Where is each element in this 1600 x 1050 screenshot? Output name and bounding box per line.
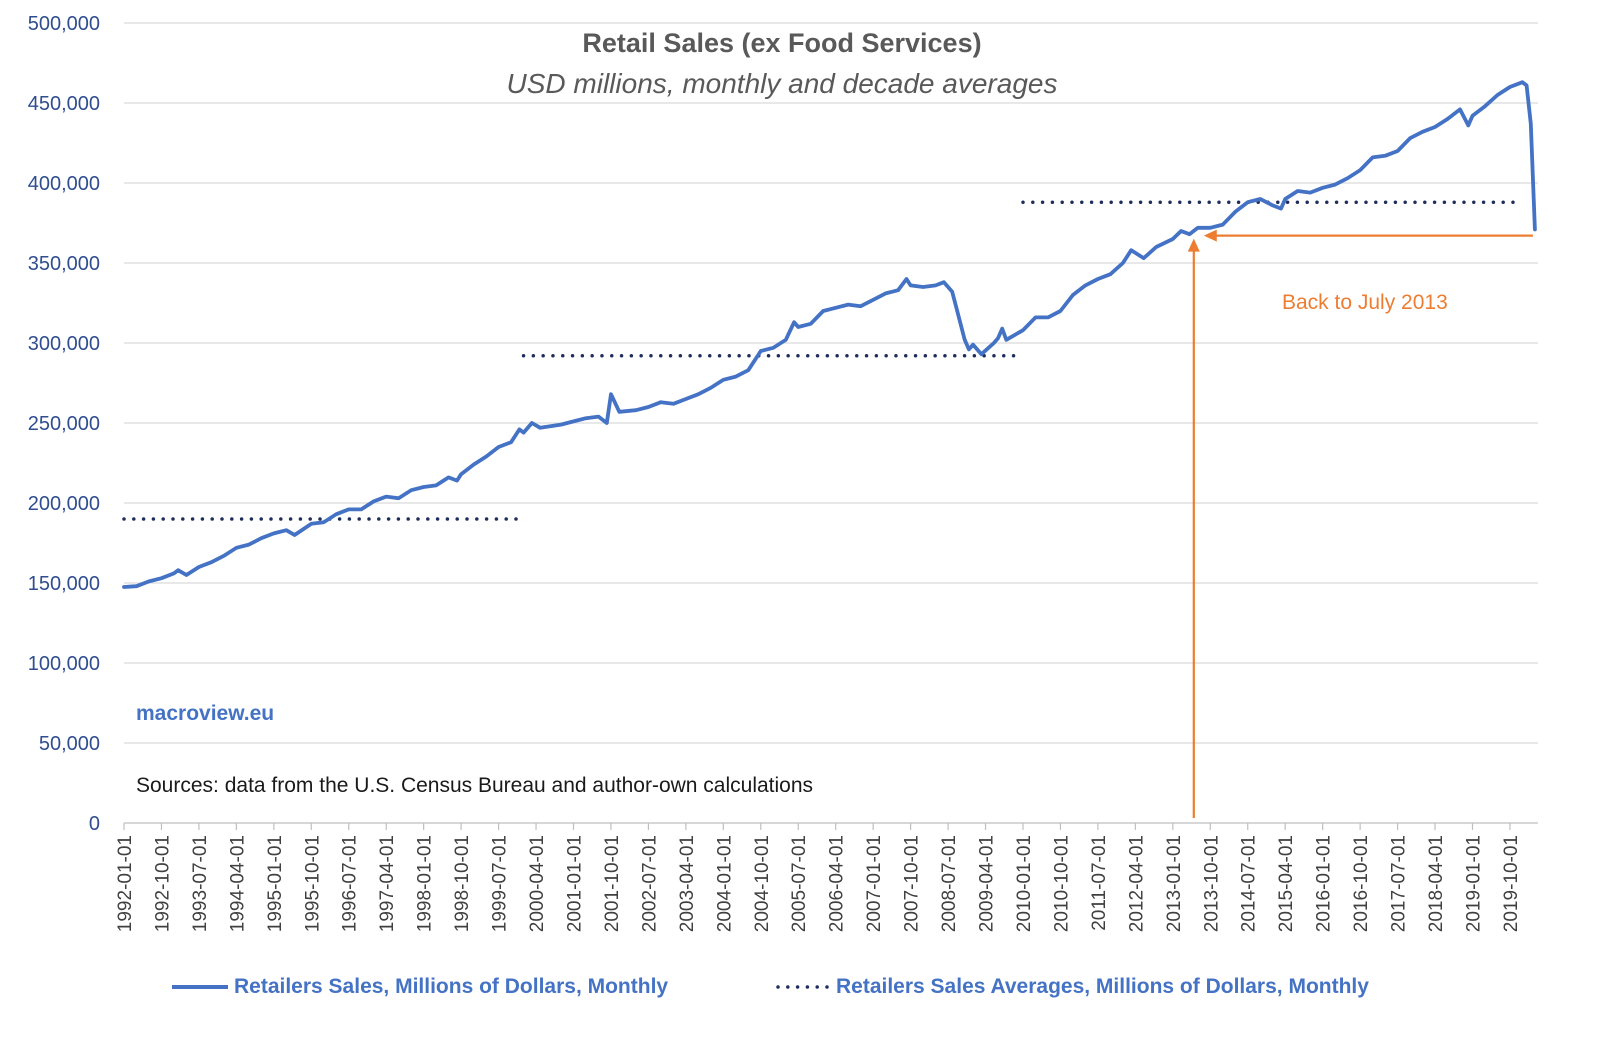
arrowhead-left-icon [1203, 229, 1217, 242]
x-tick-label: 2003-04-01 [677, 835, 698, 932]
y-tick-label: 100,000 [28, 653, 100, 675]
y-tick-label: 200,000 [28, 493, 100, 515]
x-tick-label: 2008-07-01 [939, 835, 960, 932]
x-tick-label: 1993-07-01 [190, 835, 211, 932]
x-tick-label: 1992-10-01 [152, 835, 173, 932]
x-tick-label: 2006-04-01 [827, 835, 848, 932]
source-note: Sources: data from the U.S. Census Burea… [136, 774, 814, 797]
x-tick-label: 2016-01-01 [1314, 835, 1335, 932]
x-tick-label: 2001-01-01 [564, 835, 585, 932]
y-tick-label: 250,000 [28, 413, 100, 435]
x-tick-label: 2010-10-01 [1051, 835, 1072, 932]
x-tick-label: 1997-04-01 [377, 835, 398, 932]
x-tick-label: 2001-10-01 [602, 835, 623, 932]
legend-label: Retailers Sales Averages, Millions of Do… [836, 975, 1369, 998]
x-tick-label: 2005-07-01 [789, 835, 810, 932]
x-tick-label: 2015-04-01 [1276, 835, 1297, 932]
x-tick-label: 1999-07-01 [490, 835, 511, 932]
annotation-label: Back to July 2013 [1282, 291, 1448, 314]
x-tick-label: 1995-01-01 [265, 835, 286, 932]
y-tick-label: 450,000 [28, 93, 100, 115]
x-tick-label: 1996-07-01 [340, 835, 361, 932]
y-tick-label: 300,000 [28, 333, 100, 355]
x-tick-label: 2007-10-01 [902, 835, 923, 932]
y-tick-label: 50,000 [39, 733, 100, 755]
x-tick-label: 2002-07-01 [639, 835, 660, 932]
chart-subtitle: USD millions, monthly and decade average… [506, 68, 1058, 99]
x-tick-label: 1992-01-01 [115, 835, 136, 932]
x-tick-label: 2019-01-01 [1463, 835, 1484, 932]
y-tick-label: 150,000 [28, 573, 100, 595]
x-tick-label: 2014-07-01 [1239, 835, 1260, 932]
x-tick-label: 2013-10-01 [1201, 835, 1222, 932]
x-tick-label: 2018-04-01 [1426, 835, 1447, 932]
x-tick-label: 1994-04-01 [227, 835, 248, 932]
arrowhead-up-icon [1187, 238, 1200, 252]
y-tick-label: 500,000 [28, 13, 100, 35]
y-tick-label: 350,000 [28, 253, 100, 275]
legend-item-monthly: Retailers Sales, Millions of Dollars, Mo… [172, 975, 668, 999]
x-tick-label: 1998-01-01 [415, 835, 436, 932]
x-tick-label: 2017-07-01 [1389, 835, 1410, 932]
legend-swatch-dotted [776, 985, 830, 989]
y-tick-label: 0 [89, 813, 100, 835]
x-tick-label: 2010-01-01 [1014, 835, 1035, 932]
x-tick-label: 2000-04-01 [527, 835, 548, 932]
chart-title: Retail Sales (ex Food Services) [582, 28, 982, 58]
x-tick-label: 2016-10-01 [1351, 835, 1372, 932]
legend-swatch-solid [172, 985, 228, 989]
monthly-series-line [122, 80, 1537, 589]
x-tick-label: 2019-10-01 [1501, 835, 1522, 932]
legend-item-averages: Retailers Sales Averages, Millions of Do… [776, 975, 1369, 999]
legend-label: Retailers Sales, Millions of Dollars, Mo… [234, 975, 669, 998]
x-tick-label: 2009-04-01 [977, 835, 998, 932]
x-tick-label: 2012-04-01 [1126, 835, 1147, 932]
x-tick-label: 1998-10-01 [452, 835, 473, 932]
x-tick-label: 2004-10-01 [752, 835, 773, 932]
x-tick-label: 2004-01-01 [714, 835, 735, 932]
x-tick-label: 2007-01-01 [864, 835, 885, 932]
y-tick-label: 400,000 [28, 173, 100, 195]
brand-label: macroview.eu [136, 702, 275, 725]
x-tick-label: 1995-10-01 [302, 835, 323, 932]
x-tick-label: 2011-07-01 [1089, 835, 1110, 931]
x-tick-label: 2013-01-01 [1164, 835, 1185, 932]
